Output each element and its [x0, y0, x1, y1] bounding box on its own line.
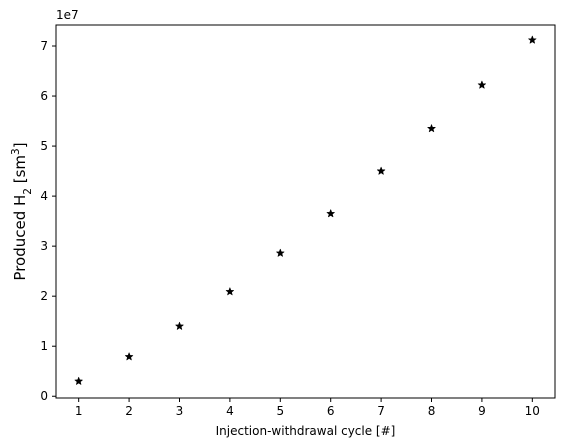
y-axis-offset-label: 1e7 [56, 8, 79, 22]
y-tick-label: 2 [40, 289, 48, 303]
data-point [74, 376, 83, 385]
y-axis-title-unit-close: ] [11, 142, 29, 148]
data-point [276, 248, 285, 257]
y-axis-title-main: Produced H [11, 195, 29, 281]
data-point [477, 80, 487, 89]
y-tick-label: 4 [40, 189, 48, 203]
x-tick-label: 4 [226, 404, 234, 418]
y-tick-label: 1 [40, 339, 48, 353]
y-axis-ticks: 0 1 2 3 4 5 6 7 [40, 39, 56, 403]
data-point [427, 124, 436, 133]
y-tick-label: 0 [40, 389, 48, 403]
data-point [124, 352, 134, 361]
x-tick-label: 2 [125, 404, 133, 418]
y-tick-label: 7 [40, 39, 48, 53]
data-point [225, 287, 234, 296]
data-points [74, 35, 537, 385]
x-tick-label: 5 [276, 404, 284, 418]
x-tick-label: 1 [75, 404, 83, 418]
x-axis-ticks: 1 2 3 4 5 6 7 8 9 10 [75, 398, 540, 418]
y-axis-title-unit-open: [sm [11, 155, 29, 188]
data-point [326, 209, 335, 218]
data-point [377, 166, 386, 175]
x-tick-label: 9 [478, 404, 486, 418]
y-axis-title: Produced H2 [sm3] [10, 142, 34, 280]
x-tick-label: 8 [428, 404, 436, 418]
y-tick-label: 3 [40, 239, 48, 253]
y-axis-title-unit-superscript: 3 [10, 148, 22, 155]
y-axis-title-subscript: 2 [22, 188, 34, 195]
x-tick-label: 6 [327, 404, 335, 418]
x-tick-label: 3 [176, 404, 184, 418]
data-point [175, 321, 184, 330]
x-axis-title: Injection-withdrawal cycle [#] [216, 424, 396, 438]
x-tick-label: 10 [525, 404, 540, 418]
plot-area-frame [55, 24, 556, 399]
x-tick-label: 7 [377, 404, 385, 418]
y-tick-label: 5 [40, 139, 48, 153]
y-tick-label: 6 [40, 89, 48, 103]
data-point [528, 35, 537, 44]
